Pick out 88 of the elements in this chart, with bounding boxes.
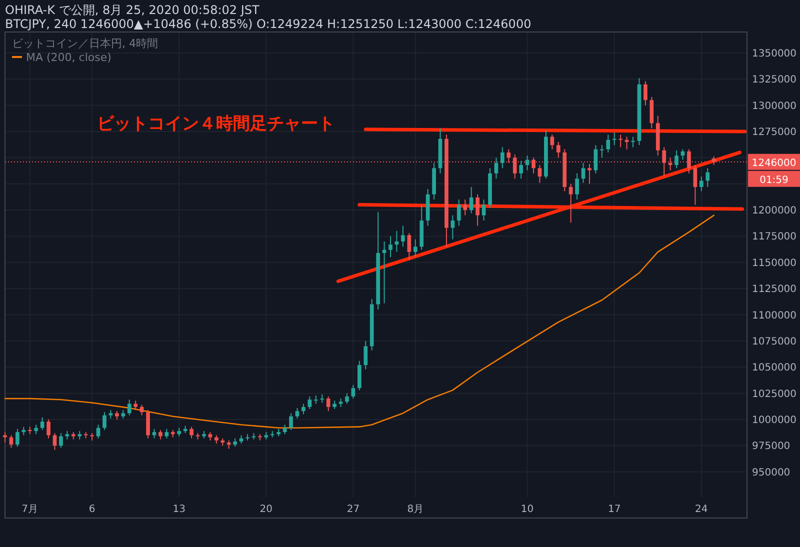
candlestick [59,432,63,448]
candlestick [456,199,461,226]
x-tick-label: 6 [88,504,96,515]
candlestick [40,416,44,430]
legend: MA (200, close) [12,51,112,64]
candlestick [600,144,604,158]
candlestick [34,424,38,435]
candlestick [351,384,356,400]
y-tick-label: 1000000 [752,415,797,426]
candlestick [674,150,678,169]
candlestick [46,419,50,439]
y-tick-label: 975000 [752,441,790,452]
candlestick [96,424,100,439]
candlestick [706,168,710,188]
candlestick [693,164,698,206]
candlestick [500,146,504,169]
x-tick-label: 13 [172,504,186,515]
candlestick [469,186,474,214]
x-tick-label: 24 [695,504,708,515]
candlestick [568,183,573,224]
x-tick-label: 7月 [22,504,38,515]
y-tick-label: 1150000 [752,258,797,269]
candlestick [606,134,610,153]
y-tick-label: 950000 [752,467,790,478]
x-tick-label: 8月 [407,504,424,515]
annotation: ビットコイン４時間足チャート [97,114,335,134]
y-tick-label: 1325000 [752,74,797,86]
candlestick [16,428,20,448]
candlestick [618,134,622,148]
candlestick [3,432,7,444]
candlestick [326,396,330,412]
candlestick [295,407,300,419]
candlestick [289,412,293,430]
text: ビットコイン／日本円, 4時間 [12,37,158,50]
y-tick-label: 1350000 [752,48,797,60]
candlestick [158,429,162,440]
candlestick [550,134,554,150]
candlestick [631,136,635,148]
y-tick-label: 1125000 [752,284,797,296]
x-tick-label: 10 [520,504,534,515]
candlestick [102,412,106,430]
candlestick [388,236,392,258]
candlestick [413,238,418,258]
candlestick [476,194,480,226]
candlestick [650,96,654,129]
candlestick [699,176,704,192]
x-tick-label: 20 [260,504,273,515]
candlestick [644,80,648,106]
candlestick [52,432,57,450]
candlestick [575,172,579,200]
candlestick [588,163,592,184]
y-tick-label: 1050000 [752,362,797,374]
candlestick [482,199,486,222]
candlestick [519,160,524,180]
y-tick-label: 1300000 [752,100,797,112]
candlestick [494,157,498,180]
y-tick-label: 1175000 [752,232,797,243]
ref-line-label: 1246000 [752,158,796,169]
y-tick-label: 1025000 [752,388,797,400]
candlestick [134,400,138,411]
candlestick [463,199,468,216]
candlestick [190,426,194,439]
y-tick-label: 1275000 [752,126,797,138]
y-tick-label: 1075000 [752,336,797,348]
x-tick-label: 27 [346,504,360,515]
text: BTCJPY, 240 1246000▲+10486 (+0.85%) O:1249224 H:1251250 L:1243000 C:1246000 [5,17,532,31]
candlestick [164,428,169,439]
candlestick [364,340,368,370]
y-tick-label: 1100000 [752,310,797,322]
y-tick-label: 1200000 [752,206,797,217]
text: OHIRA-K で公開, 8月 25, 2020 00:58:02 JST [5,3,260,17]
candlestick [407,232,412,261]
candlestick [538,164,542,184]
candlestick [146,410,150,439]
candlestick [127,399,132,416]
x-tick-label: 17 [608,504,621,515]
candlestick [302,403,306,415]
candlestick [662,146,666,178]
line-series [4,214,714,429]
candlestick [308,396,312,410]
candlestick [612,132,616,146]
text: 01:59 [760,174,788,186]
candlestick [450,214,455,240]
candlestick [581,162,586,184]
candlestick [345,392,349,404]
candlestick [401,225,405,248]
candlestick [357,360,362,391]
candlestick [556,141,560,158]
